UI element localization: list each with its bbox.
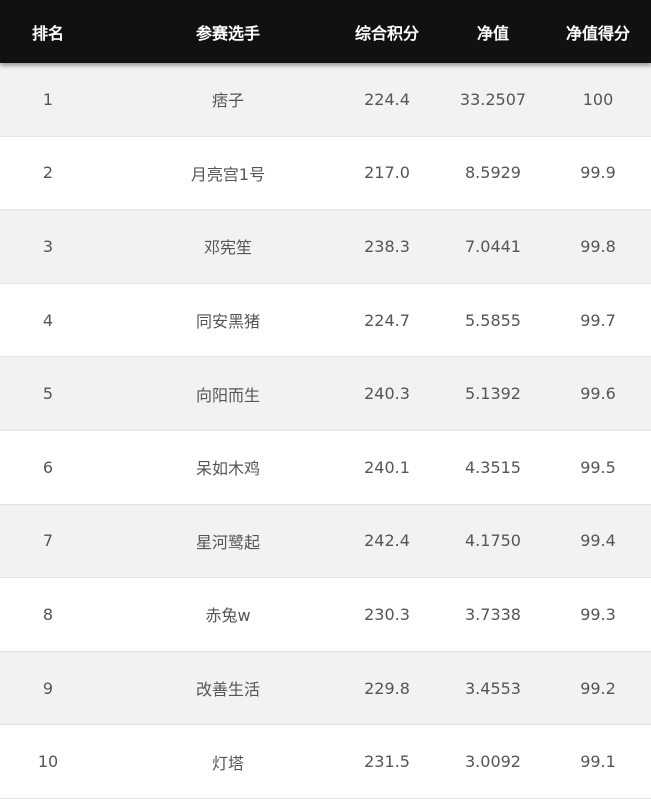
table-cell: 7.0441 bbox=[465, 236, 521, 256]
table-cell: 4.1750 bbox=[465, 531, 521, 551]
table-cell: 4 bbox=[42, 310, 54, 330]
table-cell: 100 bbox=[582, 89, 614, 109]
table-row: 2 月亮宫1号 217.0 8.5929 99.9 bbox=[0, 136, 651, 211]
table-cell: 星河鹭起 bbox=[195, 532, 260, 552]
table-cell: 痞子 bbox=[211, 91, 244, 111]
table-cell: 242.4 bbox=[364, 531, 410, 551]
table-cell: 2 bbox=[42, 163, 54, 183]
table-cell: 5 bbox=[42, 384, 54, 404]
table-cell: 240.3 bbox=[364, 384, 410, 404]
table-cell: 1 bbox=[42, 89, 54, 109]
table-cell: 99.9 bbox=[580, 163, 616, 183]
table-cell: 邓宪笙 bbox=[203, 238, 252, 258]
table-cell: 99.4 bbox=[580, 531, 616, 551]
table-cell: 3.4553 bbox=[465, 678, 521, 698]
table-cell: 3.0092 bbox=[465, 752, 521, 772]
table-row: 3 邓宪笙 238.3 7.0441 99.8 bbox=[0, 210, 651, 284]
table-cell: 参赛选手 bbox=[195, 23, 260, 43]
table-row: 8 赤兔w 230.3 3.7338 99.3 bbox=[0, 578, 651, 652]
table-cell: 224.4 bbox=[364, 89, 410, 109]
table-cell: 排名 bbox=[31, 23, 64, 43]
table-cell: 9 bbox=[42, 678, 54, 698]
table-cell: 改善生活 bbox=[195, 680, 260, 700]
table-cell: 229.8 bbox=[364, 678, 410, 698]
table-cell: 同安黑猪 bbox=[195, 312, 260, 332]
table-cell: 224.7 bbox=[364, 310, 410, 330]
table-cell: 5.1392 bbox=[465, 384, 521, 404]
table-cell: 10 bbox=[37, 752, 59, 772]
table-cell: 217.0 bbox=[364, 163, 410, 183]
table-cell: 赤兔w bbox=[205, 606, 251, 626]
table-cell: 99.6 bbox=[580, 384, 616, 404]
table-row: 9 改善生活 229.8 3.4553 99.2 bbox=[0, 651, 651, 726]
table-cell: 向阳而生 bbox=[195, 385, 260, 405]
table-cell: 33.2507 bbox=[459, 89, 527, 109]
table-row: 10 灯塔 231.5 3.0092 99.1 bbox=[0, 725, 651, 799]
table-cell: 月亮宫1号 bbox=[190, 164, 266, 184]
table-cell: 4.3515 bbox=[465, 457, 521, 477]
table-row: 1 痞子 224.4 33.2507 100 bbox=[0, 63, 651, 137]
table-cell: 99.5 bbox=[580, 457, 616, 477]
table-header: 排名 参赛选手 综合积分 净值 净值得分 bbox=[0, 0, 651, 63]
table-cell: 99.1 bbox=[580, 752, 616, 772]
table-cell: 99.7 bbox=[580, 310, 616, 330]
table-cell: 7 bbox=[42, 531, 54, 551]
table-cell: 5.5855 bbox=[465, 310, 521, 330]
table-cell: 呆如木鸡 bbox=[195, 459, 260, 479]
table-cell: 净值 bbox=[476, 23, 509, 43]
table-cell: 3 bbox=[42, 236, 54, 256]
table-row: 4 同安黑猪 224.7 5.5855 99.7 bbox=[0, 283, 651, 358]
table-row: 6 呆如木鸡 240.1 4.3515 99.5 bbox=[0, 431, 651, 505]
table-cell: 3.7338 bbox=[465, 604, 521, 624]
table-cell: 240.1 bbox=[364, 457, 410, 477]
table-cell: 综合积分 bbox=[354, 23, 419, 43]
table-row: 5 向阳而生 240.3 5.1392 99.6 bbox=[0, 357, 651, 431]
table-cell: 230.3 bbox=[364, 604, 410, 624]
table-cell: 6 bbox=[42, 457, 54, 477]
table-cell: 99.8 bbox=[580, 236, 616, 256]
table-cell: 99.3 bbox=[580, 604, 616, 624]
table-cell: 8.5929 bbox=[465, 163, 521, 183]
table-cell: 8 bbox=[42, 604, 54, 624]
table-cell: 99.2 bbox=[580, 678, 616, 698]
table-cell: 灯塔 bbox=[211, 753, 244, 773]
table-cell: 净值得分 bbox=[565, 23, 630, 43]
table-row: 7 星河鹭起 242.4 4.1750 99.4 bbox=[0, 504, 651, 579]
table-cell: 238.3 bbox=[364, 236, 410, 256]
table-cell: 231.5 bbox=[364, 752, 410, 772]
